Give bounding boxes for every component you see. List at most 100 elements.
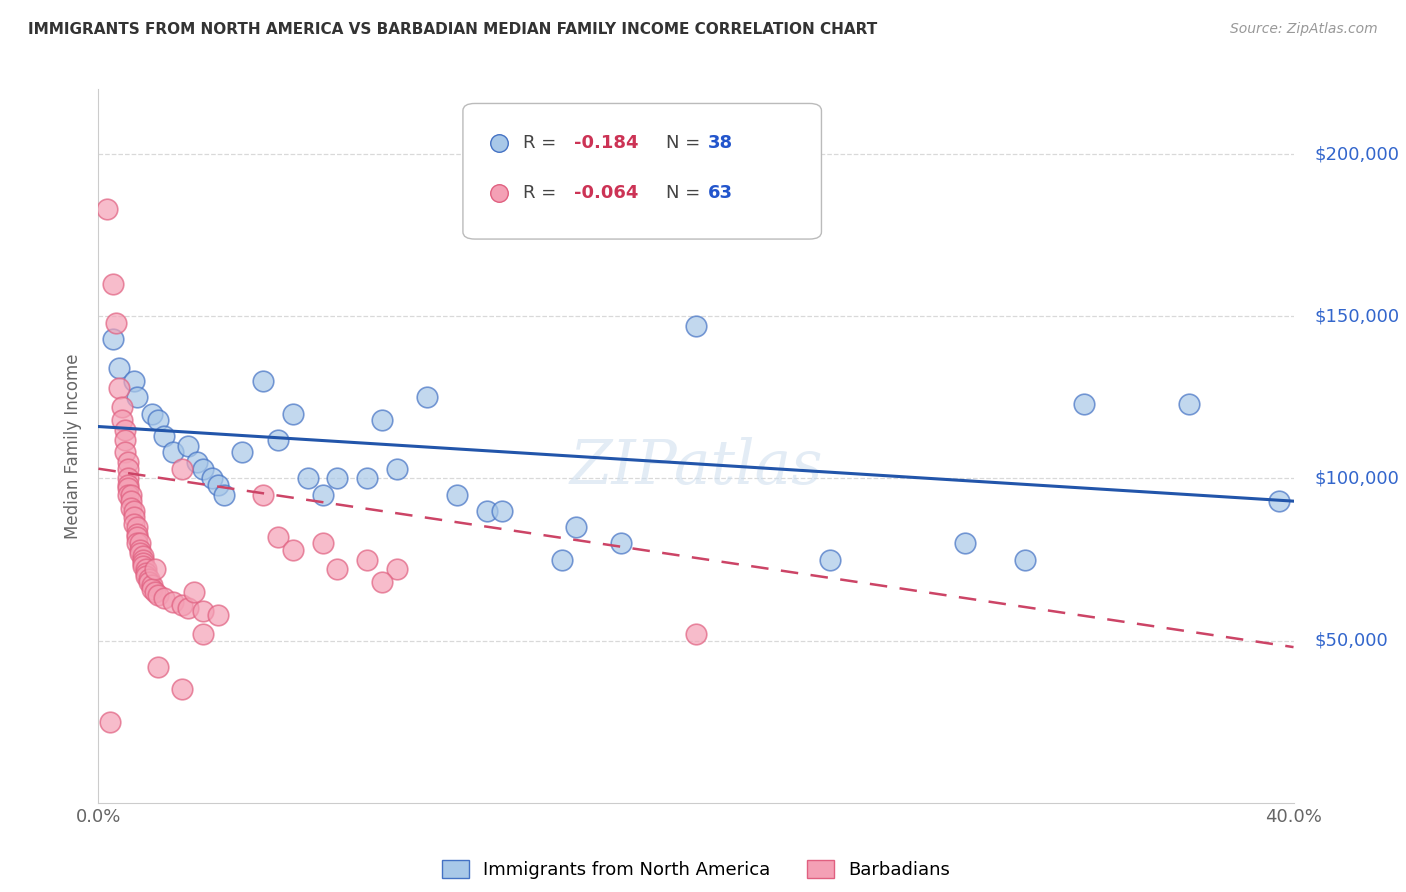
- Point: [124, 374, 146, 388]
- Point: [124, 516, 146, 531]
- Point: [117, 478, 139, 492]
- Text: N =: N =: [666, 134, 706, 152]
- Point: [177, 439, 200, 453]
- Point: [356, 471, 378, 485]
- Point: [127, 530, 149, 544]
- Text: 38: 38: [709, 134, 733, 152]
- Point: [446, 488, 468, 502]
- Point: [371, 575, 394, 590]
- Text: -0.064: -0.064: [574, 184, 638, 202]
- Point: [1073, 397, 1095, 411]
- Point: [385, 461, 409, 475]
- Point: [135, 562, 157, 576]
- Point: [148, 588, 170, 602]
- Point: [162, 445, 184, 459]
- Point: [311, 536, 333, 550]
- Point: [191, 461, 214, 475]
- Point: [550, 552, 572, 566]
- Point: [1088, 796, 1111, 810]
- Text: -0.184: -0.184: [574, 134, 638, 152]
- Point: [385, 562, 409, 576]
- Point: [138, 572, 160, 586]
- Text: 63: 63: [709, 184, 733, 202]
- Text: IMMIGRANTS FROM NORTH AMERICA VS BARBADIAN MEDIAN FAMILY INCOME CORRELATION CHAR: IMMIGRANTS FROM NORTH AMERICA VS BARBADI…: [28, 22, 877, 37]
- Point: [114, 423, 136, 437]
- Point: [127, 536, 149, 550]
- Point: [172, 598, 194, 612]
- Point: [1178, 397, 1201, 411]
- Point: [114, 445, 136, 459]
- Point: [685, 627, 707, 641]
- Point: [103, 277, 125, 291]
- Text: N =: N =: [666, 184, 706, 202]
- Point: [117, 471, 139, 485]
- Point: [267, 530, 290, 544]
- Point: [148, 413, 170, 427]
- Point: [565, 520, 588, 534]
- Point: [153, 429, 176, 443]
- Point: [141, 407, 163, 421]
- Point: [141, 578, 163, 592]
- Point: [162, 595, 184, 609]
- Point: [129, 542, 152, 557]
- Point: [685, 318, 707, 333]
- Point: [191, 604, 214, 618]
- Point: [120, 500, 142, 515]
- Point: [177, 601, 200, 615]
- Point: [416, 390, 439, 404]
- Point: [207, 478, 229, 492]
- Point: [1267, 494, 1289, 508]
- Point: [132, 552, 155, 566]
- Point: [108, 381, 131, 395]
- Point: [135, 568, 157, 582]
- Point: [111, 400, 134, 414]
- Legend: Immigrants from North America, Barbadians: Immigrants from North America, Barbadian…: [434, 853, 957, 887]
- Point: [108, 361, 131, 376]
- Point: [183, 585, 205, 599]
- Point: [96, 202, 118, 217]
- Point: [127, 520, 149, 534]
- Point: [186, 455, 208, 469]
- Point: [201, 471, 224, 485]
- Text: R =: R =: [523, 184, 561, 202]
- Point: [117, 488, 139, 502]
- Point: [132, 559, 155, 574]
- Point: [1088, 796, 1111, 810]
- Point: [135, 566, 157, 580]
- Point: [127, 526, 149, 541]
- Point: [153, 591, 176, 606]
- Point: [105, 316, 128, 330]
- Y-axis label: Median Family Income: Median Family Income: [65, 353, 83, 539]
- Point: [98, 714, 122, 729]
- Point: [114, 433, 136, 447]
- Point: [1014, 552, 1036, 566]
- Point: [231, 445, 253, 459]
- FancyBboxPatch shape: [463, 103, 821, 239]
- Point: [356, 552, 378, 566]
- Point: [148, 659, 170, 673]
- Point: [326, 562, 349, 576]
- Point: [207, 607, 229, 622]
- Point: [103, 332, 125, 346]
- Point: [117, 461, 139, 475]
- Point: [132, 556, 155, 570]
- Point: [191, 627, 214, 641]
- Point: [371, 413, 394, 427]
- Point: [127, 390, 149, 404]
- Point: [124, 504, 146, 518]
- Point: [297, 471, 319, 485]
- Point: [610, 536, 633, 550]
- Point: [138, 575, 160, 590]
- Point: [120, 488, 142, 502]
- Text: $100,000: $100,000: [1315, 469, 1399, 487]
- Point: [252, 488, 274, 502]
- Point: [820, 552, 842, 566]
- Point: [124, 510, 146, 524]
- Text: $200,000: $200,000: [1315, 145, 1399, 163]
- Point: [172, 461, 194, 475]
- Point: [311, 488, 333, 502]
- Point: [120, 494, 142, 508]
- Point: [953, 536, 976, 550]
- Point: [252, 374, 274, 388]
- Point: [172, 682, 194, 697]
